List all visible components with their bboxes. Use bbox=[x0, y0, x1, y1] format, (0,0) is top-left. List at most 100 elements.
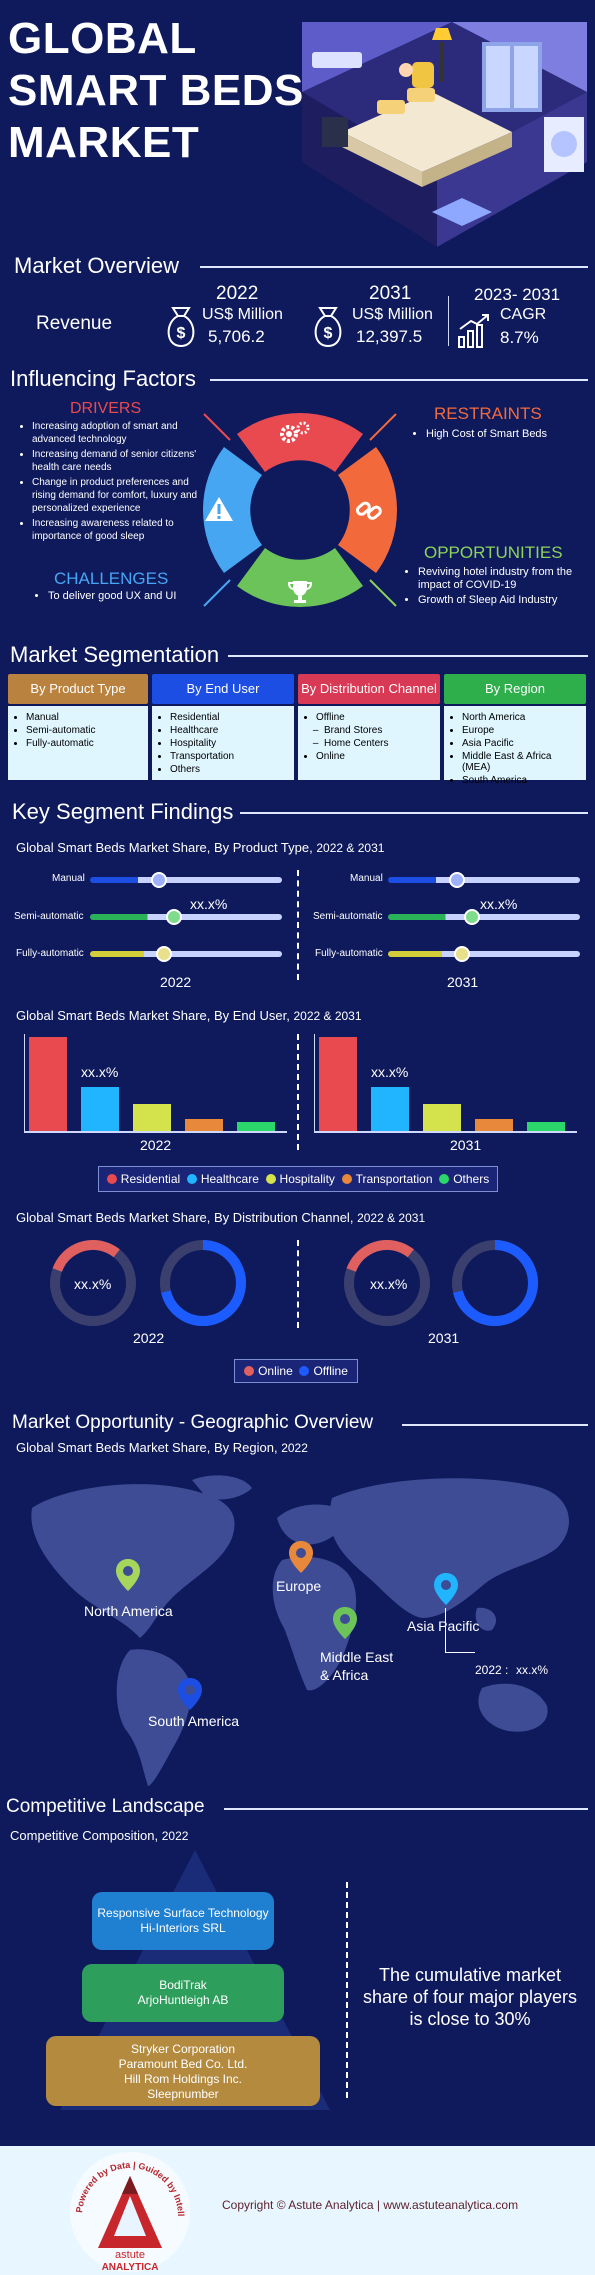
enduser-chart-title-text: Global Smart Beds Market Share, By End U… bbox=[16, 1008, 290, 1023]
geo-heading: Market Opportunity - Geographic Overview bbox=[12, 1412, 374, 1433]
product-year-2031: 2031 bbox=[447, 974, 479, 990]
bar-healthcare bbox=[81, 1087, 119, 1131]
segment-item: Online bbox=[316, 751, 434, 762]
region-callout-line bbox=[445, 1652, 475, 1653]
driver-item: Change in product preferences and rising… bbox=[32, 476, 210, 515]
legend-item: Residential bbox=[106, 1172, 180, 1186]
logo-name-1: astute bbox=[115, 2249, 145, 2261]
dashed-divider bbox=[297, 1240, 299, 1328]
title-line-3: MARKET bbox=[8, 118, 200, 167]
segment-header-region: By Region bbox=[444, 674, 586, 704]
cagr-period: 2023- 2031 bbox=[474, 285, 561, 304]
factors-heading: Influencing Factors bbox=[10, 366, 196, 391]
competitive-subtitle-text: Competitive Composition, bbox=[10, 1828, 159, 1843]
region-label-south-america: South America bbox=[148, 1713, 240, 1729]
region-callout-value: xx.x% bbox=[516, 1663, 549, 1677]
competitive-subtitle-year: 2022 bbox=[161, 1829, 189, 1843]
section-rule bbox=[240, 812, 588, 814]
title-line-2: SMART BEDS bbox=[8, 66, 304, 115]
geo-subtitle: Global Smart Beds Market Share, By Regio… bbox=[16, 1440, 308, 1455]
legend-item: Healthcare bbox=[186, 1172, 259, 1186]
footer: Powered by Data | Guided by Intelligence… bbox=[0, 2146, 595, 2275]
slider-track-fully-automatic bbox=[388, 951, 580, 957]
competitive-subtitle: Competitive Composition, 2022 bbox=[10, 1828, 188, 1843]
overview-value-2031: 12,397.5 bbox=[356, 327, 423, 346]
section-rule bbox=[200, 266, 588, 268]
findings-heading: Key Segment Findings bbox=[12, 799, 234, 824]
product-chart-years: 2022 & 2031 bbox=[316, 841, 385, 855]
legend-item: Others bbox=[439, 1172, 489, 1186]
bar-others bbox=[527, 1122, 565, 1131]
slider-label-manual: Manual bbox=[52, 873, 85, 884]
region-label-middle-east: Middle East bbox=[320, 1649, 394, 1665]
donut-online-2022 bbox=[50, 1240, 136, 1326]
slider-track-manual bbox=[90, 877, 282, 883]
overview-year-2031: 2031 bbox=[369, 283, 412, 304]
restraints-title: RESTRAINTS bbox=[434, 404, 542, 423]
donut-offline-2031 bbox=[452, 1240, 538, 1326]
legend-item: Offline bbox=[299, 1364, 348, 1378]
slider-knob-fully-automatic bbox=[156, 946, 172, 962]
geo-subtitle-year: 2022 bbox=[281, 1441, 308, 1455]
divider bbox=[448, 296, 449, 346]
drivers-list: Increasing adoption of smart and advance… bbox=[18, 420, 210, 545]
segment-header-product-type: By Product Type bbox=[8, 674, 148, 704]
segment-header-end-user: By End User bbox=[152, 674, 294, 704]
slider-label-manual: Manual bbox=[350, 873, 383, 884]
segment-item: Asia Pacific bbox=[462, 738, 580, 749]
slider-track-fully-automatic bbox=[90, 951, 282, 957]
slider-knob-semi-automatic bbox=[166, 909, 182, 925]
segment-item: Offline bbox=[316, 712, 434, 723]
money-bag-icon: $ bbox=[310, 304, 346, 353]
pyramid-tier-3: Stryker Corporation Paramount Bed Co. Lt… bbox=[46, 2036, 320, 2106]
channel-year-2022: 2022 bbox=[133, 1330, 165, 1346]
segment-item: Residential bbox=[170, 712, 288, 723]
challenges-title: CHALLENGES bbox=[54, 569, 169, 588]
opportunity-item: Growth of Sleep Aid Industry bbox=[418, 594, 595, 607]
slider-label-fully-automatic: Fully-automatic bbox=[315, 948, 383, 959]
segment-list-product-type: Manual Semi-automatic Fully-automatic bbox=[8, 706, 148, 780]
svg-text:$: $ bbox=[177, 325, 186, 342]
segment-item: Home Centers bbox=[324, 738, 434, 749]
segment-list-region: North America Europe Asia Pacific Middle… bbox=[444, 706, 586, 786]
bar-residential bbox=[319, 1037, 357, 1131]
company-name: Responsive Surface Technology bbox=[97, 1906, 269, 1920]
map-pin-asia-pacific-icon bbox=[433, 1572, 459, 1611]
challenges-list: To deliver good UX and UI bbox=[34, 590, 218, 604]
enduser-chart-title: Global Smart Beds Market Share, By End U… bbox=[16, 1008, 362, 1023]
company-name: Hill Rom Holdings Inc. bbox=[123, 2072, 243, 2086]
slider-track-semi-automatic bbox=[388, 914, 580, 920]
slider-track-manual bbox=[388, 877, 580, 883]
placeholder-value: xx.x% bbox=[190, 896, 228, 912]
dashed-divider bbox=[297, 870, 299, 980]
company-name: Sleepnumber bbox=[147, 2087, 219, 2101]
segment-item: Middle East & Africa (MEA) bbox=[462, 751, 580, 773]
opportunity-item: Reviving hotel industry from the impact … bbox=[418, 566, 595, 592]
slider-knob-manual bbox=[449, 872, 465, 888]
revenue-label: Revenue bbox=[36, 313, 113, 334]
channel-chart-title-text: Global Smart Beds Market Share, By Distr… bbox=[16, 1210, 354, 1225]
donut-offline-2022 bbox=[160, 1240, 246, 1326]
driver-item: Increasing demand of senior citizens' he… bbox=[32, 448, 210, 474]
region-label-africa: & Africa bbox=[320, 1667, 369, 1683]
trophy-icon bbox=[286, 578, 314, 611]
legend-item: Online bbox=[244, 1364, 293, 1378]
growth-chart-icon bbox=[457, 313, 491, 354]
opportunities-list: Reviving hotel industry from the impact … bbox=[404, 566, 595, 609]
bedroom-illustration bbox=[302, 22, 587, 247]
warning-icon bbox=[203, 495, 235, 528]
segment-header-distribution-channel: By Distribution Channel bbox=[298, 674, 440, 704]
pyramid-tier-2: BodiTrak ArjoHuntleigh AB bbox=[82, 1964, 284, 2022]
bar-others bbox=[237, 1122, 275, 1131]
overview-value-2022: 5,706.2 bbox=[208, 327, 265, 346]
section-rule bbox=[210, 379, 588, 381]
enduser-chart-years: 2022 & 2031 bbox=[293, 1009, 362, 1023]
map-pin-europe-icon bbox=[288, 1540, 314, 1579]
segment-item: Europe bbox=[462, 725, 580, 736]
world-map bbox=[31, 1475, 569, 1786]
competitive-note: The cumulative market share of four majo… bbox=[362, 1965, 578, 2029]
slider-label-fully-automatic: Fully-automatic bbox=[16, 948, 84, 959]
bar-transportation bbox=[475, 1119, 513, 1131]
bar-chart-2031: xx.x% bbox=[314, 1034, 577, 1133]
placeholder-value: xx.x% bbox=[480, 896, 518, 912]
